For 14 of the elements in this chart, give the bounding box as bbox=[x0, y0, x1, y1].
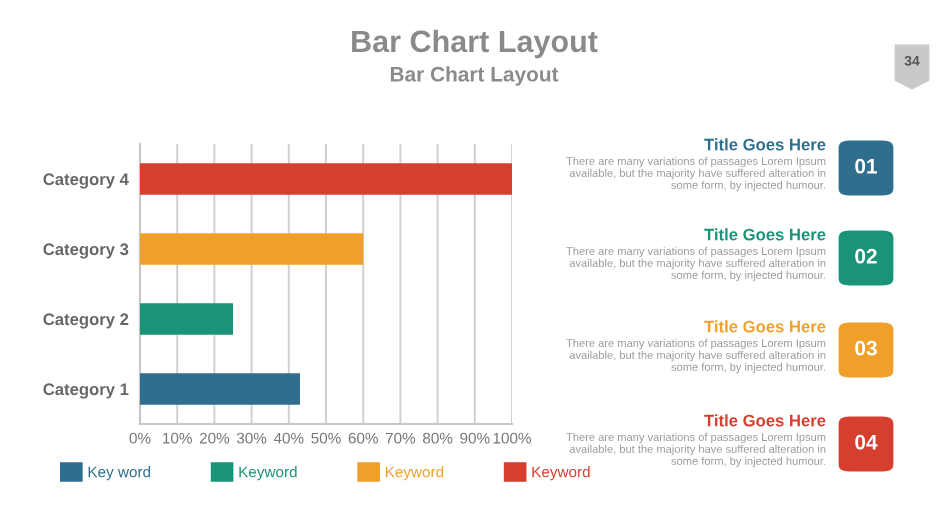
chart-title: Bar Chart Layout bbox=[352, 29, 598, 59]
text: Title Goes Here bbox=[704, 138, 826, 151]
y-tick-label: Category 4 bbox=[43, 173, 129, 189]
text: Title Goes Here bbox=[704, 228, 826, 241]
text: 01 bbox=[855, 158, 878, 174]
chart-subtitle: Bar Chart Layout bbox=[390, 66, 559, 86]
text: Title Goes Here bbox=[704, 320, 826, 333]
y-tick-label: Category 1 bbox=[43, 383, 129, 399]
y-tick-label: Category 2 bbox=[43, 313, 129, 329]
text: 02 bbox=[855, 248, 877, 264]
text: Title Goes Here bbox=[704, 414, 826, 427]
text: 03 bbox=[855, 340, 877, 356]
text: 04 bbox=[855, 434, 878, 450]
y-tick-label: Category 3 bbox=[43, 243, 129, 259]
